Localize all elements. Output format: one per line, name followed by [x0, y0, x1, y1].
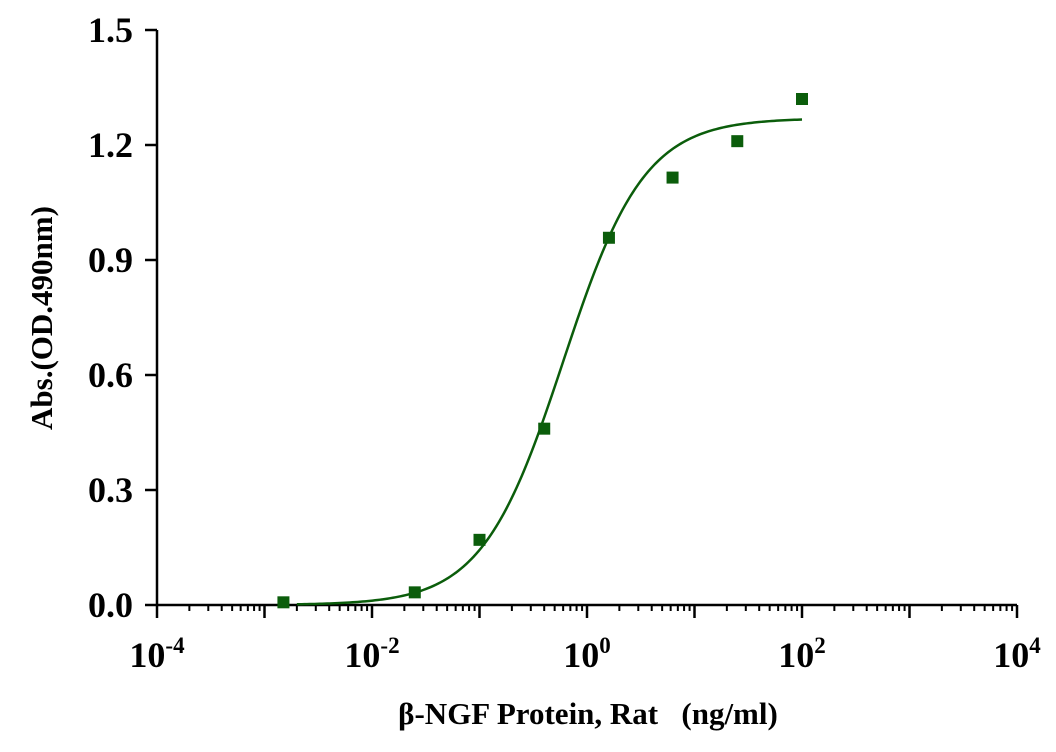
x-tick-label: 10-4 — [129, 633, 185, 675]
data-point — [666, 171, 679, 184]
data-point — [277, 596, 290, 609]
data-point — [473, 533, 486, 546]
x-tick-label: 104 — [993, 633, 1041, 675]
fit-curve-group — [296, 118, 803, 606]
data-point — [796, 93, 808, 105]
x-tick-label: 10-2 — [344, 633, 399, 675]
data-point — [731, 135, 744, 148]
data-point — [602, 231, 615, 244]
y-tick-label: 1.5 — [88, 10, 133, 50]
x-tick-label: 102 — [778, 633, 826, 675]
x-tick-label: 100 — [563, 633, 611, 675]
y-tick-label: 0.6 — [88, 355, 133, 395]
data-points — [277, 93, 808, 609]
x-ticks: 10-4 10-2 100 102 104 — [129, 605, 1041, 675]
data-point — [408, 586, 421, 599]
y-tick-label: 0.3 — [88, 470, 133, 510]
x-axis-title: β-NGF Protein, Rat (ng/ml) — [398, 696, 778, 731]
data-point — [538, 422, 551, 435]
fit-curve — [296, 118, 803, 606]
y-ticks: 0.0 0.3 0.6 0.9 1.2 1.5 — [88, 10, 157, 625]
y-axis-title: Abs.(OD.490nm) — [24, 206, 59, 430]
y-tick-label: 1.2 — [88, 125, 133, 165]
axes — [155, 30, 1017, 607]
y-tick-label: 0.9 — [88, 240, 133, 280]
y-tick-label: 0.0 — [88, 585, 133, 625]
